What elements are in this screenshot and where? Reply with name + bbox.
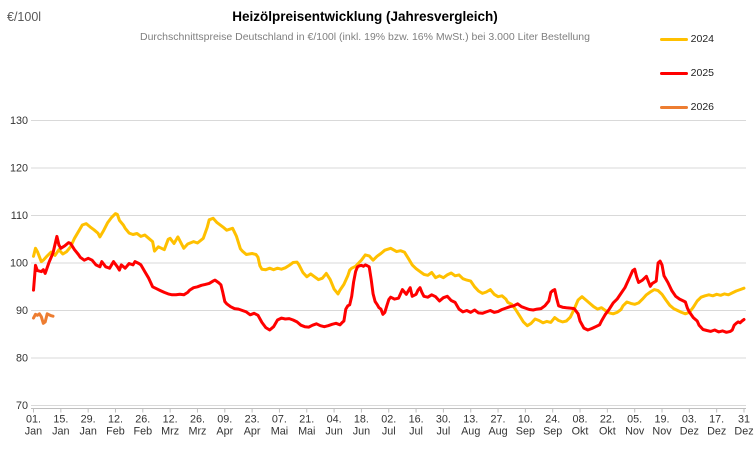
x-axis-tick-label-month: Sep	[543, 426, 562, 438]
x-axis-tick-label-month: Okt	[599, 426, 616, 438]
x-axis-tick-label-day: 04.	[327, 414, 342, 426]
x-axis-tick-label-day: 21.	[299, 414, 314, 426]
x-axis-tick-label-month: Jan	[25, 426, 42, 438]
x-axis-tick-label-month: Aug	[488, 426, 507, 438]
x-axis-tick-label-day: 17.	[709, 414, 724, 426]
legend-label-2025: 2025	[690, 67, 714, 79]
chart-subtitle: Durchschnittspreise Deutschland in €/100…	[140, 31, 590, 43]
x-axis-tick-label-month: Mrz	[161, 426, 179, 438]
x-axis-tick-label-month: Mai	[271, 426, 288, 438]
legend-swatch-2025	[659, 71, 688, 76]
x-axis-tick-label-day: 30.	[436, 414, 451, 426]
legend-swatch-2026	[659, 105, 688, 110]
x-axis-tick-label-day: 09.	[217, 414, 232, 426]
x-axis-tick-label-day: 15.	[53, 414, 68, 426]
legend-item-2026: 2026	[659, 101, 714, 114]
x-axis-tick-label-day: 26.	[135, 414, 150, 426]
x-axis-tick-label-day: 31	[738, 414, 750, 426]
y-axis-tick-label-80: 80	[16, 353, 28, 365]
x-axis-tick-label-day: 01.	[26, 414, 41, 426]
x-axis-tick-label-day: 12.	[163, 414, 178, 426]
x-axis-tick-label-month: Feb	[134, 426, 153, 438]
series-line-2025	[32, 234, 746, 334]
legend-swatch-2024	[659, 37, 688, 42]
x-axis-tick-label-day: 05.	[627, 414, 642, 426]
legend: 2024 2025 2026	[659, 33, 714, 135]
x-axis-tick-label-month: Dez	[680, 426, 699, 438]
x-axis-tick-label-day: 23.	[245, 414, 260, 426]
series-line-2024	[32, 212, 746, 328]
x-axis-tick-label-month: Nov	[625, 426, 645, 438]
x-axis-tick-label-day: 18.	[354, 414, 369, 426]
legend-item-2024: 2024	[659, 33, 714, 46]
x-axis-tick-label-day: 27.	[491, 414, 506, 426]
x-axis-tick-label-day: 07.	[272, 414, 287, 426]
legend-label-2024: 2024	[690, 33, 714, 45]
y-axis-tick-label-100: 100	[10, 258, 28, 270]
x-axis-tick-label-day: 24.	[545, 414, 560, 426]
x-axis-tick-label-month: Okt	[572, 426, 589, 438]
legend-label-2026: 2026	[690, 101, 714, 113]
x-axis-tick-label-month: Jan	[79, 426, 96, 438]
x-axis-tick-label-month: Feb	[106, 426, 125, 438]
y-axis-tick-label-120: 120	[10, 163, 28, 175]
x-axis-tick-label-day: 16.	[409, 414, 424, 426]
y-axis-tick-label-70: 70	[16, 400, 28, 412]
x-axis-tick-label-month: Mai	[298, 426, 315, 438]
x-axis-tick-label-day: 02.	[381, 414, 396, 426]
x-axis-tick-label-month: Jun	[353, 426, 370, 438]
x-axis-tick-label-month: Jan	[52, 426, 69, 438]
legend-item-2025: 2025	[659, 67, 714, 80]
x-axis-tick-label-month: Sep	[516, 426, 535, 438]
x-axis-tick-label-day: 12.	[108, 414, 123, 426]
x-axis-tick-label-month: Jul	[409, 426, 423, 438]
x-axis-tick-label-day: 08.	[573, 414, 588, 426]
x-axis-tick-label-month: Mrz	[188, 426, 206, 438]
series-line-2026	[32, 312, 55, 325]
y-axis-unit-label: €/100l	[7, 10, 42, 24]
x-axis-tick-label-month: Apr	[244, 426, 261, 438]
chart-title: Heizölpreisentwicklung (Jahresvergleich)	[232, 9, 498, 24]
x-axis-tick-label-month: Jul	[436, 426, 450, 438]
x-axis-tick-label-day: 22.	[600, 414, 615, 426]
x-axis-tick-label-day: 03.	[682, 414, 697, 426]
x-axis-tick-label-day: 26.	[190, 414, 205, 426]
x-axis-tick-label-day: 19.	[655, 414, 670, 426]
x-axis-tick-label-month: Nov	[652, 426, 672, 438]
x-axis-tick-label-day: 29.	[81, 414, 96, 426]
y-axis-tick-label-130: 130	[10, 115, 28, 127]
x-axis-tick-label-month: Apr	[216, 426, 233, 438]
x-axis-tick-label-month: Aug	[461, 426, 480, 438]
x-axis-tick-label-month: Dez	[734, 426, 753, 438]
x-axis-tick-label-month: Jun	[325, 426, 342, 438]
x-axis-tick-label-month: Jul	[382, 426, 396, 438]
x-axis-tick-label-month: Dez	[707, 426, 726, 438]
y-axis-tick-label-90: 90	[16, 305, 28, 317]
y-axis-tick-label-110: 110	[11, 210, 28, 222]
x-axis-tick-label-day: 10.	[518, 414, 533, 426]
x-axis-tick-label-day: 13.	[463, 414, 478, 426]
